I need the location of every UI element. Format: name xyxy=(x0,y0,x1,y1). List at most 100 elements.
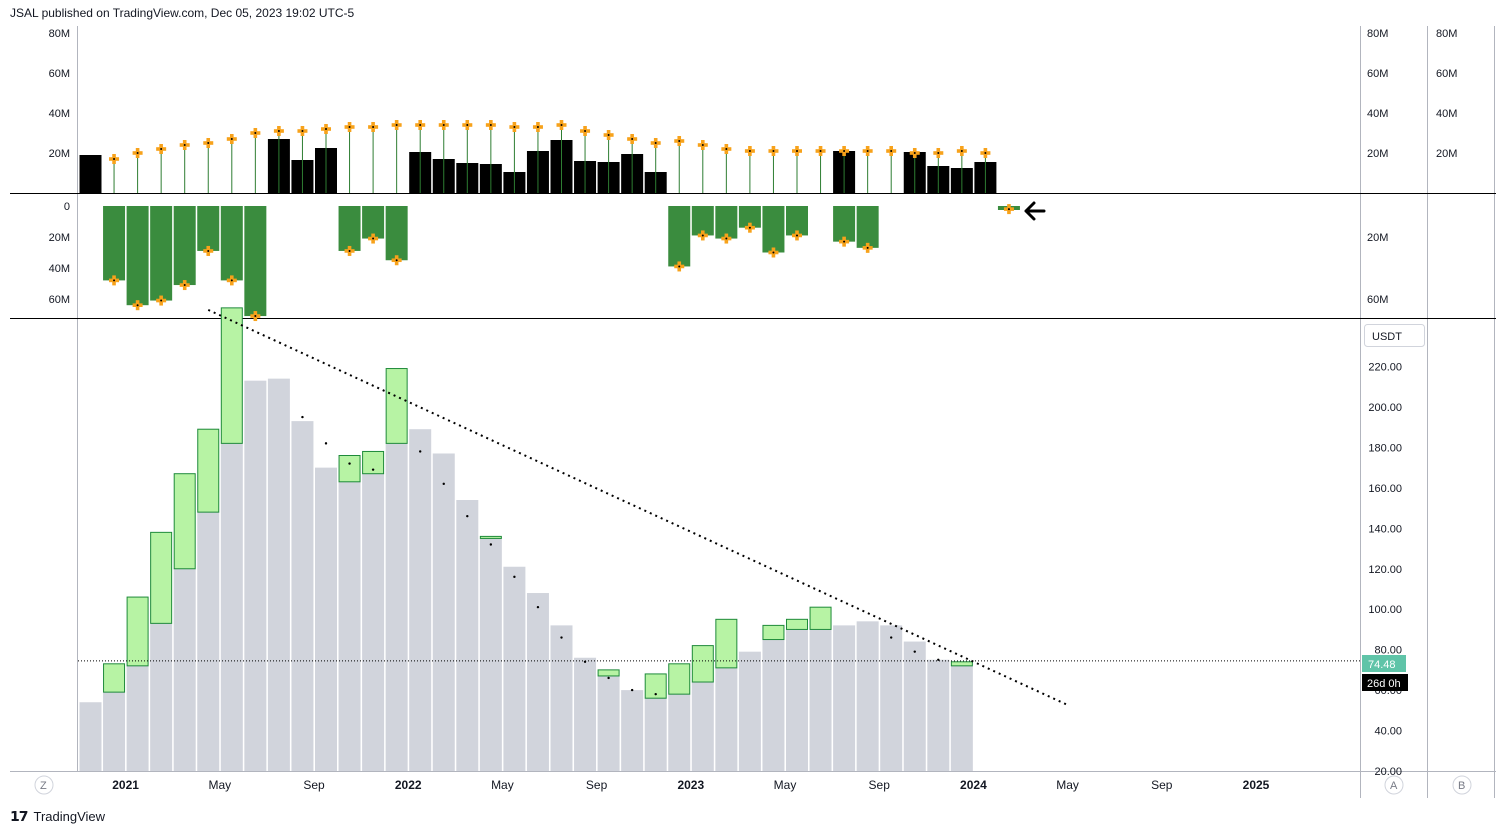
price-bar-gray xyxy=(409,429,432,771)
volume-marker-dot xyxy=(772,150,775,152)
diff-bar xyxy=(833,206,856,242)
volume-marker-dot xyxy=(890,150,893,152)
x-tick: May xyxy=(491,778,514,792)
price-bar-gray xyxy=(479,538,502,771)
diff-marker-dot xyxy=(395,259,398,262)
x-tick: May xyxy=(1056,778,1079,792)
price-bar-green xyxy=(220,307,243,444)
diff-marker-dot xyxy=(160,299,163,302)
footer: 𝟭𝟳 TradingView xyxy=(10,808,105,825)
footer-brand: TradingView xyxy=(33,809,106,824)
price-bar-green xyxy=(385,368,408,444)
volume-marker-dot xyxy=(678,140,681,142)
currency-badge[interactable]: USDT xyxy=(1364,324,1425,347)
diff-bar xyxy=(715,206,738,239)
volume-tick-far-right: 20M xyxy=(1436,148,1457,160)
price-bar-gray xyxy=(880,625,903,771)
diff-marker-dot xyxy=(678,265,681,268)
volume-marker-dot xyxy=(701,144,704,146)
scale-button-b-label: B xyxy=(1458,780,1465,792)
price-dot xyxy=(466,514,469,518)
trend-line xyxy=(207,308,1067,706)
volume-marker-dot xyxy=(937,152,940,154)
x-tick: 2024 xyxy=(960,778,987,792)
price-dot xyxy=(890,636,893,639)
price-dot xyxy=(489,543,493,546)
diff-marker-dot xyxy=(254,315,257,318)
diff-marker-dot xyxy=(207,249,210,252)
price-bar-gray xyxy=(220,443,243,771)
x-tick: 2021 xyxy=(112,778,139,792)
diff-bar xyxy=(150,206,173,301)
price-bar-gray xyxy=(621,690,644,771)
x-tick: Sep xyxy=(303,778,325,792)
diff-marker-dot xyxy=(372,237,375,240)
diff-bar xyxy=(173,206,196,286)
price-dot xyxy=(301,415,304,419)
price-bar-gray xyxy=(173,568,196,771)
diff-marker-dot xyxy=(230,279,233,282)
price-bar-gray xyxy=(432,453,455,771)
x-tick: Sep xyxy=(1151,778,1173,792)
price-bar-gray xyxy=(385,443,408,771)
price-bar-gray xyxy=(103,692,126,771)
price-tick: 220.00 xyxy=(1368,362,1402,374)
price-bar-gray xyxy=(456,499,479,771)
price-dot xyxy=(607,676,610,680)
volume-marker-dot xyxy=(419,124,422,126)
currency-label: USDT xyxy=(1372,331,1402,343)
price-bar-gray xyxy=(503,566,526,771)
price-bar-green xyxy=(173,473,196,570)
price-tick: 20.00 xyxy=(1374,766,1402,778)
volume-marker-dot xyxy=(348,126,351,128)
scale-button-b[interactable]: B xyxy=(1452,775,1472,795)
price-dot xyxy=(513,575,516,579)
price-bar-gray xyxy=(809,629,832,771)
price-bar-green xyxy=(338,455,361,483)
last-price-text: 74.48 xyxy=(1368,659,1396,671)
x-tick: 2023 xyxy=(677,778,704,792)
diff-marker-dot xyxy=(136,304,139,307)
price-tick: 80.00 xyxy=(1374,645,1402,657)
volume-marker-dot xyxy=(748,150,751,152)
price-tick: 120.00 xyxy=(1368,564,1402,576)
x-tick: May xyxy=(208,778,231,792)
diff-bar xyxy=(738,206,761,228)
price-bar-gray xyxy=(338,481,361,771)
volume-marker-dot xyxy=(277,130,280,132)
diff-tick-right: 20M xyxy=(1367,232,1388,244)
price-bar-gray xyxy=(786,629,808,771)
diff-tick-left: 20M xyxy=(49,232,70,244)
price-bar-gray xyxy=(691,682,714,771)
price-bar-gray xyxy=(597,675,620,771)
diff-marker-dot xyxy=(701,234,704,237)
price-tick: 40.00 xyxy=(1374,726,1402,738)
diff-marker-dot xyxy=(348,249,351,252)
price-bar-green xyxy=(668,663,691,695)
diff-tick-left: 0 xyxy=(64,201,70,213)
volume-tick-right: 60M xyxy=(1367,68,1388,80)
price-tick: 140.00 xyxy=(1368,523,1402,535)
price-bar-green xyxy=(197,428,220,513)
price-bar-green xyxy=(126,596,149,667)
diff-bar xyxy=(197,206,220,251)
volume-marker-dot xyxy=(513,126,516,128)
volume-marker-dot xyxy=(160,148,163,150)
price-bar-gray xyxy=(197,512,220,771)
price-dot xyxy=(630,688,634,692)
scale-button-z[interactable]: Z xyxy=(34,775,54,795)
diff-bar xyxy=(762,206,785,253)
price-bar-gray xyxy=(267,378,290,771)
price-dot xyxy=(324,442,328,445)
scale-button-a[interactable]: A xyxy=(1384,775,1404,795)
x-tick: Sep xyxy=(586,778,608,792)
volume-marker-dot xyxy=(442,124,445,126)
volume-tick-right: 20M xyxy=(1367,148,1388,160)
price-bar-green xyxy=(597,669,620,677)
volume-tick-far-right: 40M xyxy=(1436,108,1457,120)
x-tick: 2022 xyxy=(395,778,422,792)
price-bar-green xyxy=(362,450,385,475)
price-bar-gray xyxy=(79,702,102,771)
price-dot xyxy=(348,462,351,465)
